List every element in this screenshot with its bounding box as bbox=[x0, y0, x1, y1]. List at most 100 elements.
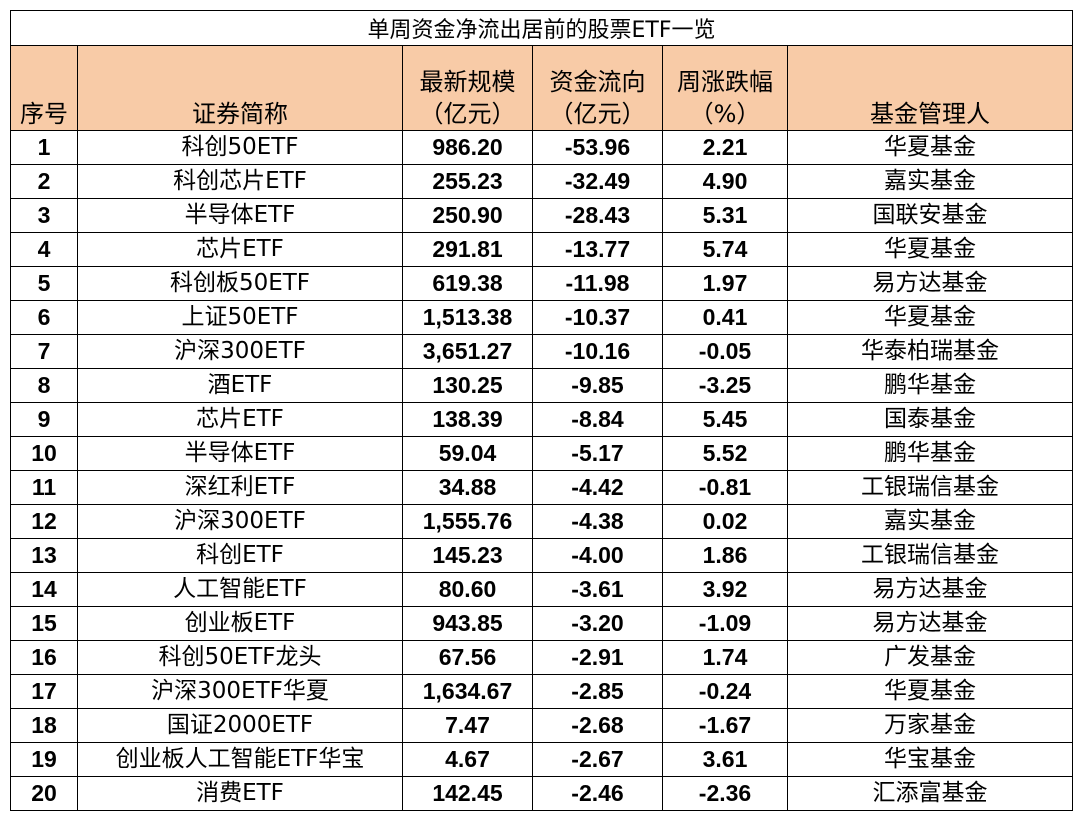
table-row: 2 科创芯片ETF 255.23 -32.49 4.90 嘉实基金 bbox=[10, 164, 1074, 199]
table-row: 13 科创ETF 145.23 -4.00 1.86 工银瑞信基金 bbox=[10, 538, 1074, 573]
header-size-line1: 最新规模 bbox=[419, 68, 516, 96]
cell-size: 943.85 bbox=[402, 606, 533, 641]
table-row: 18 国证2000ETF 7.47 -2.68 -1.67 万家基金 bbox=[10, 708, 1074, 743]
cell-manager: 鹏华基金 bbox=[786, 436, 1074, 471]
cell-name: 半导体ETF bbox=[77, 436, 403, 471]
table-title: 单周资金净流出居前的股票ETF一览 bbox=[9, 10, 1074, 46]
table-row: 3 半导体ETF 250.90 -28.43 5.31 国联安基金 bbox=[10, 198, 1074, 233]
cell-size: 3,651.27 bbox=[402, 334, 533, 369]
cell-flow: -10.16 bbox=[532, 334, 663, 369]
cell-name: 芯片ETF bbox=[77, 232, 403, 267]
cell-flow: -4.00 bbox=[532, 538, 663, 573]
cell-index: 15 bbox=[10, 606, 78, 641]
cell-flow: -11.98 bbox=[532, 266, 663, 301]
cell-index: 4 bbox=[10, 232, 78, 267]
header-change: 周涨跌幅 （%） bbox=[662, 45, 788, 131]
table-row: 8 酒ETF 130.25 -9.85 -3.25 鹏华基金 bbox=[10, 368, 1074, 403]
cell-index: 19 bbox=[10, 742, 78, 777]
cell-size: 80.60 bbox=[402, 572, 533, 607]
cell-index: 9 bbox=[10, 402, 78, 437]
cell-change: 1.86 bbox=[662, 538, 788, 573]
cell-flow: -2.91 bbox=[532, 640, 663, 675]
cell-size: 34.88 bbox=[402, 470, 533, 505]
cell-name: 消费ETF bbox=[77, 776, 403, 811]
table-row: 7 沪深300ETF 3,651.27 -10.16 -0.05 华泰柏瑞基金 bbox=[10, 334, 1074, 369]
cell-size: 138.39 bbox=[402, 402, 533, 437]
header-manager: 基金管理人 bbox=[786, 45, 1074, 131]
cell-size: 1,634.67 bbox=[402, 674, 533, 709]
etf-outflow-table: 单周资金净流出居前的股票ETF一览 序号 证券简称 最新规模 （亿元） 资金流向… bbox=[9, 10, 1074, 811]
header-flow-line1: 资金流向 bbox=[549, 68, 646, 96]
cell-flow: -10.37 bbox=[532, 300, 663, 335]
header-name: 证券简称 bbox=[77, 45, 403, 131]
cell-manager: 工银瑞信基金 bbox=[786, 470, 1074, 505]
cell-flow: -9.85 bbox=[532, 368, 663, 403]
cell-name: 沪深300ETF bbox=[77, 504, 403, 539]
cell-name: 沪深300ETF华夏 bbox=[77, 674, 403, 709]
table-row: 12 沪深300ETF 1,555.76 -4.38 0.02 嘉实基金 bbox=[10, 504, 1074, 539]
cell-name: 沪深300ETF bbox=[77, 334, 403, 369]
cell-flow: -2.68 bbox=[532, 708, 663, 743]
table-row: 6 上证50ETF 1,513.38 -10.37 0.41 华夏基金 bbox=[10, 300, 1074, 335]
cell-change: 3.92 bbox=[662, 572, 788, 607]
cell-size: 145.23 bbox=[402, 538, 533, 573]
cell-manager: 华夏基金 bbox=[786, 300, 1074, 335]
cell-manager: 华夏基金 bbox=[786, 674, 1074, 709]
cell-flow: -3.20 bbox=[532, 606, 663, 641]
cell-flow: -4.42 bbox=[532, 470, 663, 505]
cell-name: 国证2000ETF bbox=[77, 708, 403, 743]
cell-name: 上证50ETF bbox=[77, 300, 403, 335]
cell-flow: -32.49 bbox=[532, 164, 663, 199]
cell-manager: 易方达基金 bbox=[786, 266, 1074, 301]
cell-change: 0.02 bbox=[662, 504, 788, 539]
cell-name: 芯片ETF bbox=[77, 402, 403, 437]
cell-name: 科创芯片ETF bbox=[77, 164, 403, 199]
header-change-line2: （%） bbox=[689, 100, 761, 128]
cell-manager: 华夏基金 bbox=[786, 232, 1074, 267]
table-row: 20 消费ETF 142.45 -2.46 -2.36 汇添富基金 bbox=[10, 776, 1074, 811]
cell-flow: -28.43 bbox=[532, 198, 663, 233]
cell-name: 创业板ETF bbox=[77, 606, 403, 641]
cell-flow: -2.85 bbox=[532, 674, 663, 709]
cell-index: 11 bbox=[10, 470, 78, 505]
table-row: 5 科创板50ETF 619.38 -11.98 1.97 易方达基金 bbox=[10, 266, 1074, 301]
table-row: 9 芯片ETF 138.39 -8.84 5.45 国泰基金 bbox=[10, 402, 1074, 437]
cell-change: 1.97 bbox=[662, 266, 788, 301]
cell-change: -1.09 bbox=[662, 606, 788, 641]
cell-index: 7 bbox=[10, 334, 78, 369]
cell-index: 1 bbox=[10, 130, 78, 165]
cell-size: 59.04 bbox=[402, 436, 533, 471]
cell-size: 619.38 bbox=[402, 266, 533, 301]
cell-size: 291.81 bbox=[402, 232, 533, 267]
table-body: 1 科创50ETF 986.20 -53.96 2.21 华夏基金 2 科创芯片ETF 255.… bbox=[10, 130, 1074, 811]
cell-change: 4.90 bbox=[662, 164, 788, 199]
cell-flow: -3.61 bbox=[532, 572, 663, 607]
cell-name: 人工智能ETF bbox=[77, 572, 403, 607]
header-flow: 资金流向 （亿元） bbox=[532, 45, 663, 131]
cell-change: -0.24 bbox=[662, 674, 788, 709]
table-row: 16 科创50ETF龙头 67.56 -2.91 1.74 广发基金 bbox=[10, 640, 1074, 675]
cell-size: 1,555.76 bbox=[402, 504, 533, 539]
cell-size: 130.25 bbox=[402, 368, 533, 403]
cell-change: 1.74 bbox=[662, 640, 788, 675]
cell-flow: -13.77 bbox=[532, 232, 663, 267]
cell-change: 2.21 bbox=[662, 130, 788, 165]
cell-index: 3 bbox=[10, 198, 78, 233]
cell-index: 5 bbox=[10, 266, 78, 301]
cell-index: 18 bbox=[10, 708, 78, 743]
cell-manager: 广发基金 bbox=[786, 640, 1074, 675]
title-row: 单周资金净流出居前的股票ETF一览 bbox=[9, 10, 1074, 46]
cell-manager: 华夏基金 bbox=[786, 130, 1074, 165]
header-size-line2: （亿元） bbox=[419, 100, 516, 128]
header-change-line1: 周涨跌幅 bbox=[677, 68, 773, 96]
header-row: 序号 证券简称 最新规模 （亿元） 资金流向 （亿元） 周涨跌幅 （%） 基金管… bbox=[10, 45, 1074, 131]
cell-change: 0.41 bbox=[662, 300, 788, 335]
cell-size: 986.20 bbox=[402, 130, 533, 165]
cell-flow: -53.96 bbox=[532, 130, 663, 165]
cell-change: -3.25 bbox=[662, 368, 788, 403]
table-row: 17 沪深300ETF华夏 1,634.67 -2.85 -0.24 华夏基金 bbox=[10, 674, 1074, 709]
cell-change: 5.31 bbox=[662, 198, 788, 233]
cell-name: 半导体ETF bbox=[77, 198, 403, 233]
cell-manager: 汇添富基金 bbox=[786, 776, 1074, 811]
cell-manager: 易方达基金 bbox=[786, 606, 1074, 641]
